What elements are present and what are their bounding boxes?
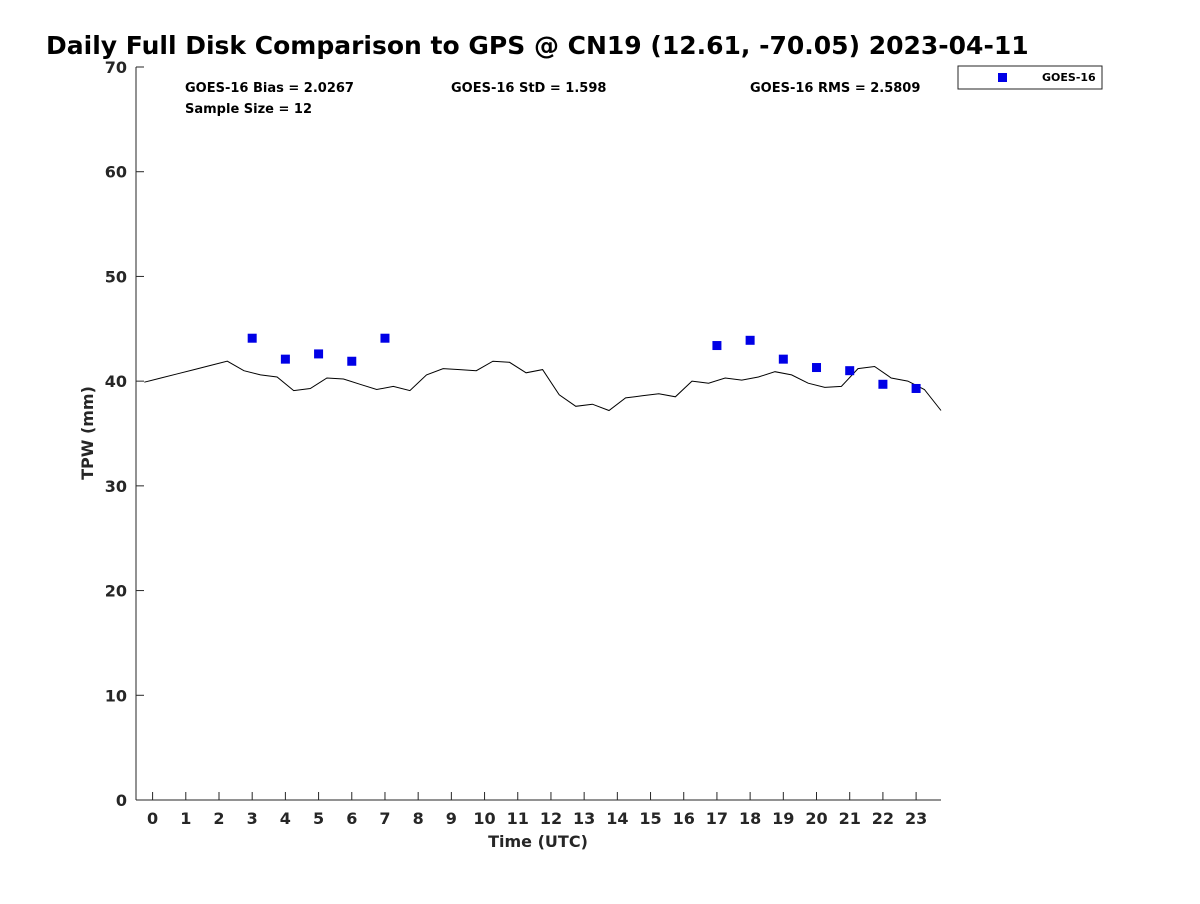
- x-tick-label: 2: [213, 809, 224, 828]
- legend-label-goes16: GOES-16: [1042, 71, 1096, 84]
- x-tick-label: 16: [673, 809, 695, 828]
- x-tick-label: 23: [905, 809, 927, 828]
- x-tick-label: 8: [413, 809, 424, 828]
- y-tick-label: 20: [105, 582, 127, 601]
- x-tick-label: 7: [379, 809, 390, 828]
- legend-marker-goes16: [998, 73, 1007, 82]
- goes16-point: [280, 354, 290, 364]
- y-tick-label: 10: [105, 686, 127, 705]
- goes16-point: [247, 333, 257, 343]
- bias-stat: GOES-16 Bias = 2.0267: [185, 81, 354, 96]
- x-tick-label: 9: [446, 809, 457, 828]
- rms-stat: GOES-16 RMS = 2.5809: [750, 81, 920, 96]
- x-tick-label: 12: [540, 809, 562, 828]
- goes16-point: [812, 363, 822, 373]
- x-tick-label: 0: [147, 809, 158, 828]
- goes16-point: [845, 366, 855, 376]
- x-tick-label: 20: [805, 809, 827, 828]
- goes16-series-layer: [247, 333, 921, 393]
- goes16-point: [712, 341, 722, 351]
- std-stat: GOES-16 StD = 1.598: [451, 81, 606, 96]
- x-tick-label: 22: [872, 809, 894, 828]
- x-tick-label: 19: [772, 809, 794, 828]
- gps-series-layer: [144, 360, 942, 412]
- y-axis-label: TPW (mm): [78, 386, 97, 480]
- x-tick-label: 14: [606, 809, 628, 828]
- x-tick-label: 11: [507, 809, 529, 828]
- legend: GOES-16: [957, 65, 1103, 90]
- goes16-point: [380, 333, 390, 343]
- y-tick-label: 30: [105, 477, 127, 496]
- goes16-point: [347, 356, 357, 366]
- y-tick-label: 0: [116, 791, 127, 810]
- x-tick-label: 6: [346, 809, 357, 828]
- goes16-point: [911, 383, 921, 393]
- x-tick-label: 4: [280, 809, 291, 828]
- x-axis-label: Time (UTC): [488, 832, 588, 851]
- goes16-point: [778, 354, 788, 364]
- x-tick-label: 13: [573, 809, 595, 828]
- x-tick-label: 18: [739, 809, 761, 828]
- x-tick-label: 10: [473, 809, 495, 828]
- legend-box: [957, 65, 1103, 90]
- y-tick-label: 70: [105, 58, 127, 77]
- gps-tpw-line: [144, 360, 942, 412]
- x-tick-label: 17: [706, 809, 728, 828]
- x-tick-label: 21: [839, 809, 861, 828]
- goes16-point: [745, 335, 755, 345]
- sample-size-stat: Sample Size = 12: [185, 102, 312, 117]
- chart-title: Daily Full Disk Comparison to GPS @ CN19…: [46, 31, 1029, 60]
- y-tick-label: 60: [105, 163, 127, 182]
- x-tick-label: 3: [247, 809, 258, 828]
- x-tick-label: 5: [313, 809, 324, 828]
- x-tick-label: 15: [639, 809, 661, 828]
- y-tick-label: 40: [105, 372, 127, 391]
- y-tick-label: 50: [105, 267, 127, 286]
- goes16-point: [314, 349, 324, 359]
- goes16-point: [878, 379, 888, 389]
- x-tick-label: 1: [180, 809, 191, 828]
